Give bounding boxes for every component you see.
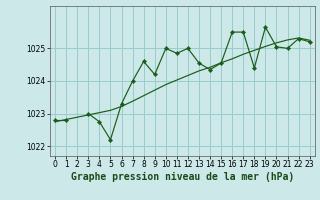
X-axis label: Graphe pression niveau de la mer (hPa): Graphe pression niveau de la mer (hPa) xyxy=(71,172,294,182)
